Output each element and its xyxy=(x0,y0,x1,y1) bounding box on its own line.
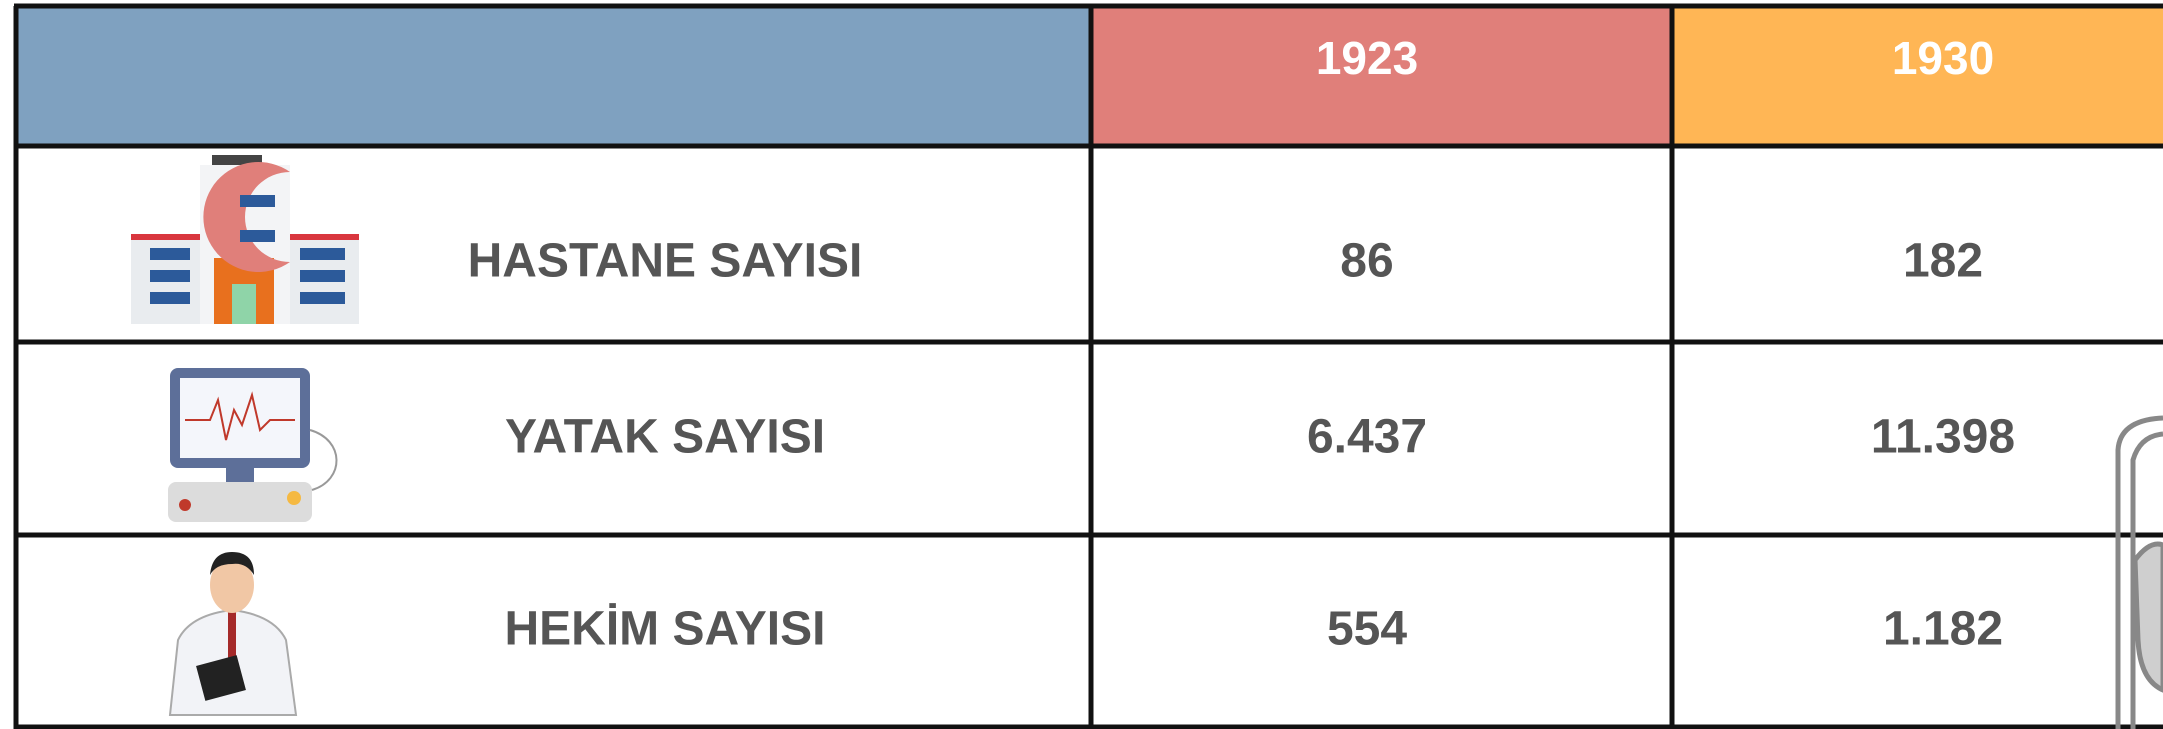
cell-value: 11.398 xyxy=(1871,411,2015,464)
row-label: HEKİM SAYISI xyxy=(505,603,826,656)
cell-value: 6.437 xyxy=(1307,411,1427,464)
doctor-icon xyxy=(170,552,296,715)
cell-value: 182 xyxy=(1903,235,1983,288)
hospital-icon xyxy=(131,155,359,324)
header-year: 1930 xyxy=(1892,32,1994,84)
page: 1923 1930 HASTANE SAYISI 86 182 YATAK SA… xyxy=(0,0,2163,729)
cell-value: 1.182 xyxy=(1883,603,2003,656)
monitor-icon xyxy=(168,368,337,522)
table: 1923 1930 HASTANE SAYISI 86 182 YATAK SA… xyxy=(0,0,2163,729)
cell-value: 86 xyxy=(1340,235,1393,288)
header-blank xyxy=(14,6,1091,146)
cell-value: 554 xyxy=(1327,603,1407,656)
row-label: YATAK SAYISI xyxy=(505,411,825,464)
row-label: HASTANE SAYISI xyxy=(468,235,863,288)
header-year: 1923 xyxy=(1316,32,1418,84)
wheelchair-icon xyxy=(2118,418,2163,729)
